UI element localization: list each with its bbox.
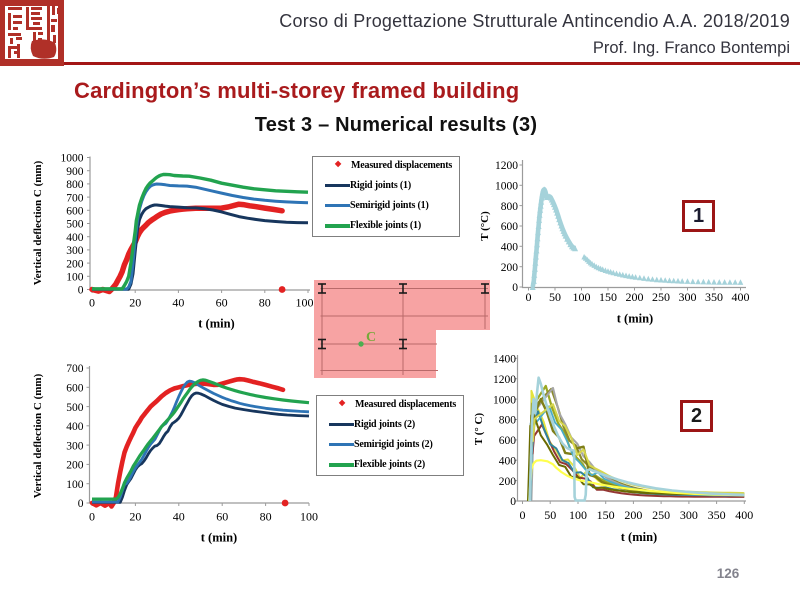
svg-text:Vertical deflection C (mm): Vertical deflection C (mm) [32, 160, 44, 285]
svg-text:80: 80 [259, 296, 271, 310]
svg-text:100: 100 [569, 508, 587, 522]
svg-text:40: 40 [173, 510, 185, 524]
svg-text:60: 60 [216, 510, 228, 524]
svg-text:1000: 1000 [493, 394, 516, 406]
svg-text:400: 400 [732, 290, 750, 304]
svg-text:500: 500 [66, 402, 84, 414]
svg-text:0: 0 [89, 296, 95, 310]
svg-text:100: 100 [66, 479, 84, 491]
svg-text:80: 80 [260, 510, 272, 524]
svg-text:150: 150 [599, 290, 617, 304]
svg-text:0: 0 [89, 510, 95, 524]
svg-text:0: 0 [512, 282, 518, 294]
svg-text:350: 350 [708, 508, 726, 522]
svg-text:1000: 1000 [495, 181, 518, 193]
svg-text:50: 50 [549, 290, 561, 304]
svg-text:50: 50 [544, 508, 556, 522]
svg-text:600: 600 [66, 206, 84, 218]
svg-text:1400: 1400 [493, 354, 516, 366]
svg-text:T (° C): T (° C) [473, 413, 485, 446]
svg-text:300: 300 [66, 245, 84, 257]
svg-text:0: 0 [520, 508, 526, 522]
svg-text:600: 600 [66, 382, 84, 394]
svg-text:200: 200 [626, 290, 644, 304]
svg-text:100: 100 [300, 510, 318, 524]
svg-text:300: 300 [679, 290, 697, 304]
svg-text:C: C [366, 330, 376, 345]
svg-text:700: 700 [66, 192, 84, 204]
svg-text:100: 100 [573, 290, 591, 304]
svg-text:200: 200 [499, 476, 517, 488]
svg-text:350: 350 [705, 290, 723, 304]
svg-text:20: 20 [129, 510, 141, 524]
svg-text:t (min): t (min) [201, 531, 237, 545]
svg-text:800: 800 [66, 179, 84, 191]
svg-text:1200: 1200 [495, 160, 518, 172]
svg-text:1000: 1000 [61, 153, 84, 165]
svg-text:500: 500 [66, 219, 84, 231]
svg-text:800: 800 [501, 201, 519, 213]
svg-text:T (°C): T (°C) [479, 211, 491, 241]
svg-text:400: 400 [66, 232, 84, 244]
svg-text:60: 60 [216, 296, 228, 310]
svg-text:200: 200 [66, 460, 84, 472]
svg-text:600: 600 [499, 435, 517, 447]
svg-text:900: 900 [66, 166, 84, 178]
svg-text:t (min): t (min) [198, 317, 234, 331]
svg-text:1200: 1200 [493, 374, 516, 386]
svg-text:600: 600 [501, 221, 519, 233]
svg-text:0: 0 [510, 496, 516, 508]
svg-text:0: 0 [78, 285, 84, 297]
svg-text:250: 250 [652, 508, 670, 522]
svg-text:400: 400 [66, 421, 84, 433]
svg-text:400: 400 [735, 508, 753, 522]
svg-text:100: 100 [66, 272, 84, 284]
svg-text:250: 250 [652, 290, 670, 304]
svg-text:20: 20 [129, 296, 141, 310]
svg-text:700: 700 [66, 363, 84, 375]
svg-text:200: 200 [66, 258, 84, 270]
svg-text:200: 200 [501, 262, 519, 274]
svg-text:t (min): t (min) [617, 312, 653, 326]
svg-text:150: 150 [597, 508, 615, 522]
svg-text:800: 800 [499, 415, 517, 427]
svg-text:t (min): t (min) [621, 530, 657, 544]
svg-text:300: 300 [66, 440, 84, 452]
svg-text:200: 200 [624, 508, 642, 522]
svg-text:40: 40 [172, 296, 184, 310]
svg-text:Vertical deflection C (mm): Vertical deflection C (mm) [32, 373, 44, 498]
svg-text:100: 100 [296, 296, 314, 310]
svg-text:400: 400 [499, 455, 517, 467]
svg-text:300: 300 [680, 508, 698, 522]
svg-text:0: 0 [78, 498, 84, 510]
svg-text:0: 0 [526, 290, 532, 304]
svg-text:400: 400 [501, 242, 519, 254]
